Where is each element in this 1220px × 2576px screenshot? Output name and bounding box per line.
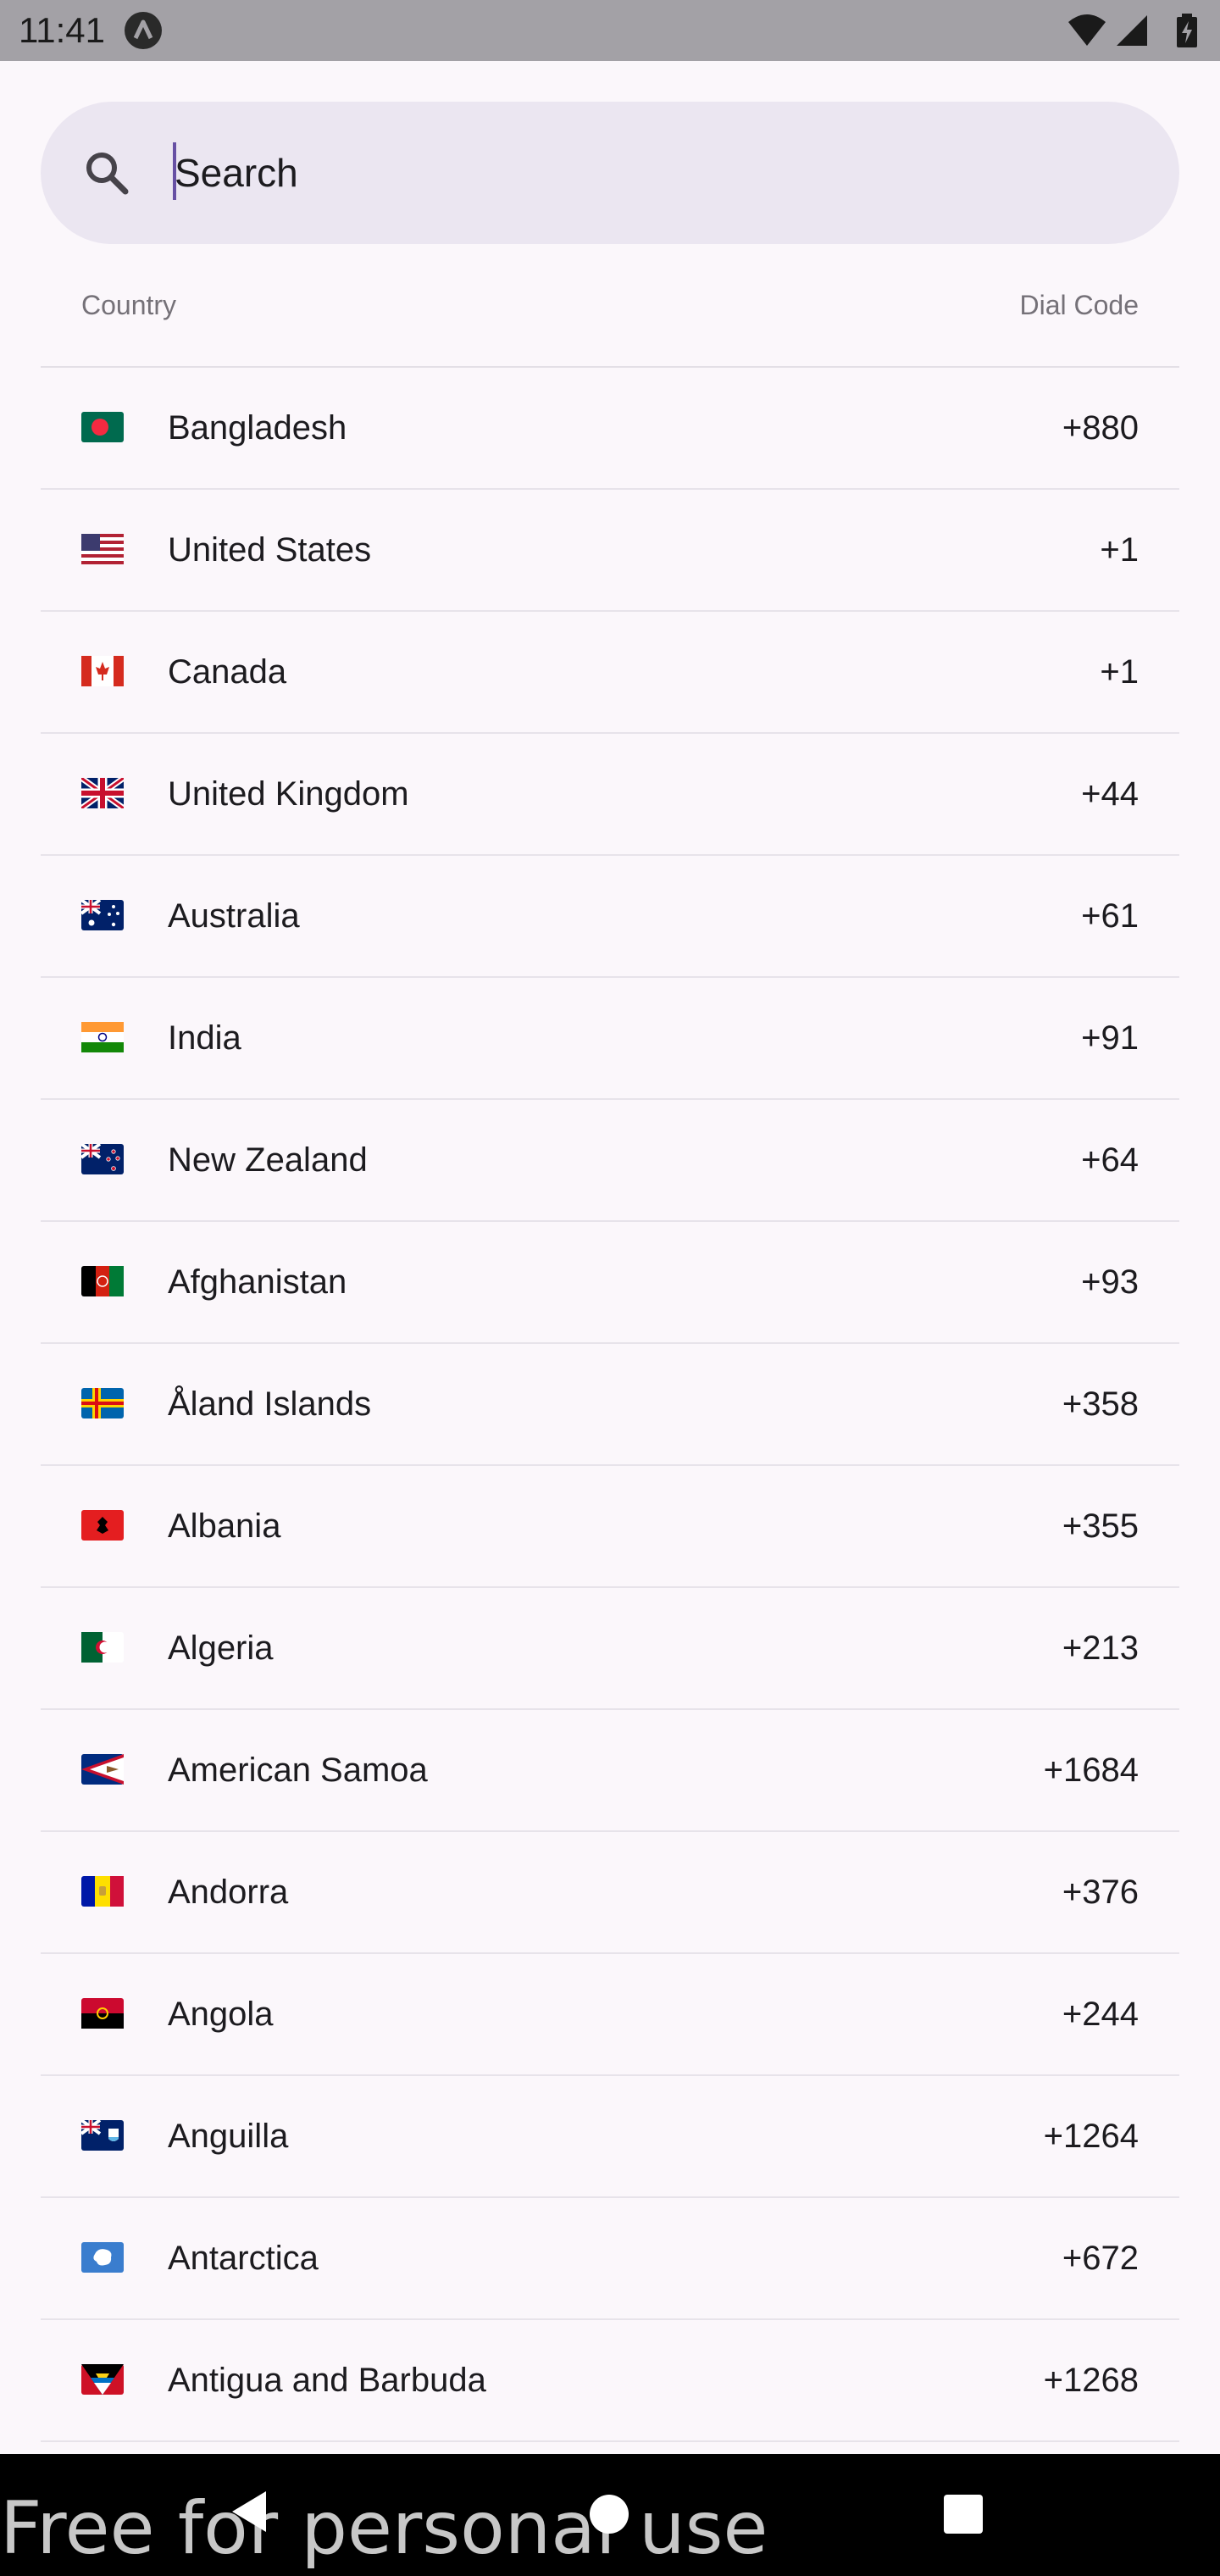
country-name: Albania — [168, 1507, 281, 1545]
country-row-antigua-and-barbuda[interactable]: Antigua and Barbuda +1268 — [41, 2320, 1179, 2442]
dial-code: +213 — [1062, 1629, 1139, 1667]
country-row-bangladesh[interactable]: Bangladesh +880 — [41, 368, 1179, 490]
flag-bangladesh-icon — [81, 412, 124, 442]
dial-code: +880 — [1062, 409, 1139, 447]
flag-anguilla-icon — [81, 2120, 124, 2151]
country-row-andorra[interactable]: Andorra +376 — [41, 1832, 1179, 1954]
country-name: Angola — [168, 1996, 274, 2033]
flag-canada-icon — [81, 656, 124, 686]
dial-code: +1264 — [1043, 2118, 1139, 2155]
flag-united-states-icon — [81, 534, 124, 564]
country-row-australia[interactable]: Australia +61 — [41, 856, 1179, 978]
country-name: India — [168, 1019, 241, 1057]
country-column-label: Country — [81, 290, 177, 320]
flag-united-kingdom-icon — [81, 778, 124, 808]
dial-code: +93 — [1081, 1263, 1139, 1301]
country-name: United Kingdom — [168, 775, 409, 813]
country-row-aland-islands[interactable]: Åland Islands +358 — [41, 1344, 1179, 1466]
dial-code-column-label: Dial Code — [1019, 290, 1139, 320]
country-name: Algeria — [168, 1629, 274, 1667]
dial-code: +358 — [1062, 1385, 1139, 1423]
list-header: Country Dial Code — [41, 278, 1179, 368]
flag-aland-islands-icon — [81, 1388, 124, 1418]
country-name: Antigua and Barbuda — [168, 2362, 486, 2399]
wifi-icon — [1068, 14, 1106, 46]
country-name: New Zealand — [168, 1141, 368, 1179]
flag-angola-icon — [81, 1998, 124, 2029]
flag-new-zealand-icon — [81, 1144, 124, 1174]
dial-code: +91 — [1081, 1019, 1139, 1057]
flag-algeria-icon — [81, 1632, 124, 1663]
dial-code: +1 — [1100, 653, 1139, 691]
text-cursor — [173, 142, 176, 200]
country-row-algeria[interactable]: Algeria +213 — [41, 1588, 1179, 1710]
country-row-anguilla[interactable]: Anguilla +1264 — [41, 2076, 1179, 2198]
dial-code: +64 — [1081, 1141, 1139, 1179]
country-row-new-zealand[interactable]: New Zealand +64 — [41, 1100, 1179, 1222]
country-row-united-kingdom[interactable]: United Kingdom +44 — [41, 734, 1179, 856]
status-time: 11:41 — [19, 10, 105, 50]
back-icon[interactable] — [229, 2490, 269, 2534]
recent-apps-icon[interactable] — [944, 2495, 983, 2534]
country-name: United States — [168, 531, 372, 569]
country-name: Antarctica — [168, 2240, 319, 2277]
country-name: Anguilla — [168, 2118, 289, 2155]
search-input[interactable] — [175, 142, 1106, 203]
country-row-angola[interactable]: Angola +244 — [41, 1954, 1179, 2076]
flag-afghanistan-icon — [81, 1266, 124, 1296]
country-name: American Samoa — [168, 1752, 428, 1789]
country-row-antarctica[interactable]: Antarctica +672 — [41, 2198, 1179, 2320]
flag-andorra-icon — [81, 1876, 124, 1907]
flag-antarctica-icon — [81, 2242, 124, 2273]
cellular-signal-icon — [1117, 15, 1147, 46]
country-row-canada[interactable]: Canada +1 — [41, 612, 1179, 734]
flag-antigua-and-barbuda-icon — [81, 2364, 124, 2395]
app-notification-icon — [125, 12, 162, 49]
dial-code: +1684 — [1043, 1752, 1139, 1789]
dial-code: +61 — [1081, 897, 1139, 935]
search-icon — [86, 153, 129, 195]
watermark-text: Free for personal use — [0, 2486, 768, 2571]
flag-india-icon — [81, 1022, 124, 1052]
country-name: Bangladesh — [168, 409, 347, 447]
country-name: Åland Islands — [168, 1385, 372, 1423]
dial-code: +1268 — [1043, 2362, 1139, 2399]
country-row-afghanistan[interactable]: Afghanistan +93 — [41, 1222, 1179, 1344]
country-row-india[interactable]: India +91 — [41, 978, 1179, 1100]
country-row-albania[interactable]: Albania +355 — [41, 1466, 1179, 1588]
country-list: Bangladesh +880 United States +1 Canada … — [41, 368, 1179, 2442]
dial-code: +1 — [1100, 531, 1139, 569]
dial-code: +376 — [1062, 1874, 1139, 1911]
country-name: Canada — [168, 653, 287, 691]
dial-code: +244 — [1062, 1996, 1139, 2033]
dial-code: +355 — [1062, 1507, 1139, 1545]
country-row-united-states[interactable]: United States +1 — [41, 490, 1179, 612]
flag-australia-icon — [81, 900, 124, 930]
country-name: Afghanistan — [168, 1263, 347, 1301]
flag-american-samoa-icon — [81, 1754, 124, 1785]
country-name: Andorra — [168, 1874, 289, 1911]
battery-icon — [1177, 14, 1197, 47]
dial-code: +672 — [1062, 2240, 1139, 2277]
home-icon[interactable] — [590, 2495, 629, 2534]
status-bar: 11:41 — [0, 0, 1220, 61]
country-name: Australia — [168, 897, 300, 935]
flag-albania-icon — [81, 1510, 124, 1541]
country-row-american-samoa[interactable]: American Samoa +1684 — [41, 1710, 1179, 1832]
dial-code: +44 — [1081, 775, 1139, 813]
